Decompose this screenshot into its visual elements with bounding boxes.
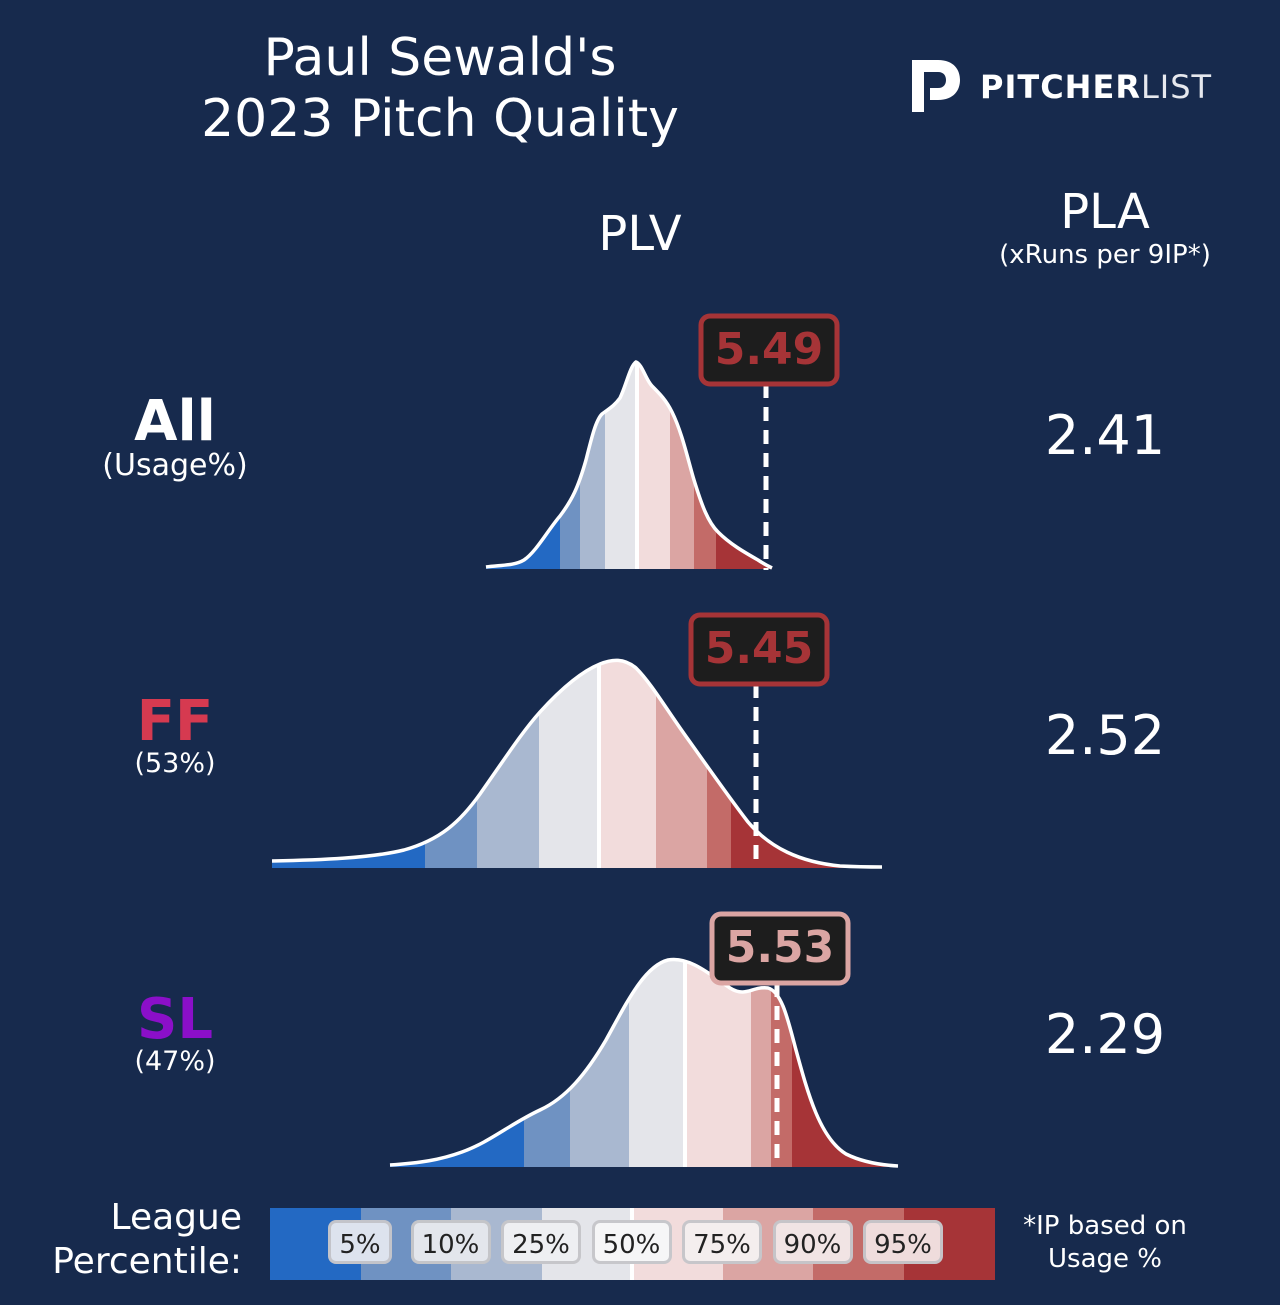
density-outline bbox=[485, 360, 773, 570]
footnote-line-2: Usage % bbox=[1048, 1244, 1162, 1274]
density-outline bbox=[271, 658, 883, 869]
plv-value-ff: 5.45 bbox=[705, 623, 814, 674]
legend-tick-label: 95% bbox=[863, 1220, 943, 1264]
plv-value-all: 5.49 bbox=[715, 324, 824, 375]
percentile-band bbox=[486, 362, 561, 569]
percentile-band bbox=[272, 660, 426, 868]
row-label-ff: FF bbox=[136, 689, 214, 754]
plv-header: PLV bbox=[598, 206, 682, 262]
pla-subheader: (xRuns per 9IP*) bbox=[999, 240, 1211, 270]
row-sublabel-sl: (47%) bbox=[134, 1046, 216, 1077]
plv-marker-ff: 5.45 bbox=[688, 612, 830, 868]
plv-value-sl: 5.53 bbox=[726, 922, 835, 973]
density-outline bbox=[389, 957, 899, 1168]
percentile-band bbox=[637, 362, 671, 569]
legend-label: League Percentile: bbox=[20, 1196, 242, 1284]
plv-marker-sl: 5.53 bbox=[709, 911, 851, 1167]
logo-bold: PITCHER bbox=[980, 68, 1141, 106]
legend-tick-label: 75% bbox=[682, 1220, 762, 1264]
legend-tick-label: 10% bbox=[410, 1220, 491, 1264]
plv-marker-all: 5.49 bbox=[698, 313, 840, 570]
percentile-band bbox=[580, 362, 606, 569]
percentile-band bbox=[599, 660, 657, 868]
percentile-band bbox=[425, 660, 478, 868]
chart-title: Paul Sewald's 2023 Pitch Quality bbox=[140, 28, 740, 150]
row-label-sl: SL bbox=[136, 987, 213, 1052]
pla-header: PLA bbox=[1060, 184, 1150, 240]
title-line-2: 2023 Pitch Quality bbox=[201, 89, 679, 149]
row-sublabel-ff: (53%) bbox=[134, 748, 216, 779]
percentile-band bbox=[560, 362, 581, 569]
footnote-line-1: *IP based on bbox=[1023, 1211, 1187, 1241]
percentile-band bbox=[605, 362, 638, 569]
legend-tick-label: 25% bbox=[501, 1220, 581, 1264]
pla-value-ff: 2.52 bbox=[1044, 704, 1166, 767]
percentile-color-bar: 5% 10% 25% 50% 75% 90% 95% bbox=[270, 1208, 995, 1280]
pla-value-all: 2.41 bbox=[1044, 404, 1166, 467]
legend-tick-label: 90% bbox=[772, 1220, 853, 1264]
row-sublabel-all: (Usage%) bbox=[102, 448, 248, 483]
legend-label-line-2: Percentile: bbox=[52, 1241, 242, 1282]
logo-light: LIST bbox=[1140, 68, 1213, 106]
percentile-band bbox=[685, 959, 752, 1167]
percentile-band bbox=[390, 959, 525, 1167]
pitcherlist-p-icon bbox=[912, 60, 960, 112]
legend-tick-label: 50% bbox=[591, 1220, 672, 1264]
percentile-band bbox=[477, 660, 540, 868]
footnote: *IP based on Usage % bbox=[1000, 1210, 1210, 1276]
pitcherlist-logo: PITCHERLIST bbox=[908, 56, 1228, 120]
pla-value-sl: 2.29 bbox=[1044, 1003, 1166, 1066]
legend-label-line-1: League bbox=[110, 1197, 242, 1238]
legend-tick-label: 5% bbox=[328, 1220, 392, 1264]
title-line-1: Paul Sewald's bbox=[263, 28, 617, 88]
row-label-all: All bbox=[134, 389, 216, 454]
logo-wordmark: PITCHERLIST bbox=[980, 68, 1212, 106]
percentile-band bbox=[524, 959, 571, 1167]
percentile-band bbox=[629, 959, 686, 1167]
percentile-band bbox=[539, 660, 600, 868]
percentile-band bbox=[751, 959, 772, 1167]
